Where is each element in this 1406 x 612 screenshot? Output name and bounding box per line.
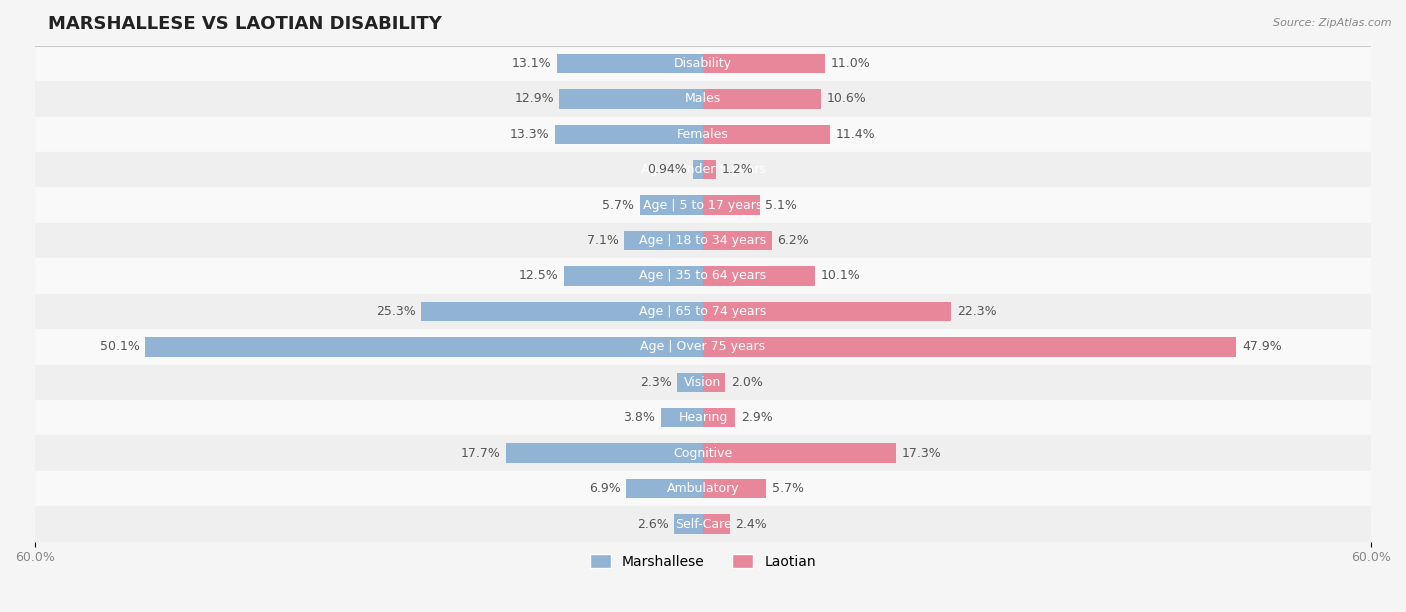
Text: 5.7%: 5.7% [772, 482, 804, 495]
Bar [703, 337, 1236, 357]
Bar [145, 337, 703, 357]
Bar [557, 54, 703, 73]
Text: Hearing: Hearing [678, 411, 728, 424]
Text: 3.8%: 3.8% [623, 411, 655, 424]
Text: 12.9%: 12.9% [515, 92, 554, 105]
Bar [673, 514, 703, 534]
Text: Age | Under 5 years: Age | Under 5 years [641, 163, 765, 176]
Text: Females: Females [678, 128, 728, 141]
Bar [35, 365, 1371, 400]
Bar [703, 408, 735, 428]
Text: Age | 35 to 64 years: Age | 35 to 64 years [640, 269, 766, 283]
Bar [703, 124, 830, 144]
Text: 50.1%: 50.1% [100, 340, 139, 353]
Text: Ambulatory: Ambulatory [666, 482, 740, 495]
Text: 6.9%: 6.9% [589, 482, 620, 495]
Text: 10.6%: 10.6% [827, 92, 866, 105]
Bar [624, 231, 703, 250]
Bar [693, 160, 703, 179]
Bar [35, 81, 1371, 116]
Bar [626, 479, 703, 498]
Text: Self-Care: Self-Care [675, 518, 731, 531]
Text: 7.1%: 7.1% [586, 234, 619, 247]
Text: Age | 65 to 74 years: Age | 65 to 74 years [640, 305, 766, 318]
Bar [640, 195, 703, 215]
Bar [506, 444, 703, 463]
Bar [35, 436, 1371, 471]
Text: 17.3%: 17.3% [901, 447, 941, 460]
Bar [422, 302, 703, 321]
Text: 2.3%: 2.3% [640, 376, 672, 389]
Bar [703, 444, 896, 463]
Bar [560, 89, 703, 108]
Text: 11.4%: 11.4% [835, 128, 875, 141]
Text: MARSHALLESE VS LAOTIAN DISABILITY: MARSHALLESE VS LAOTIAN DISABILITY [48, 15, 441, 33]
Text: 0.94%: 0.94% [647, 163, 688, 176]
Bar [703, 373, 725, 392]
Bar [703, 514, 730, 534]
Bar [564, 266, 703, 286]
Text: 10.1%: 10.1% [821, 269, 860, 283]
Text: Vision: Vision [685, 376, 721, 389]
Bar [703, 302, 952, 321]
Text: 1.2%: 1.2% [721, 163, 754, 176]
Text: 5.1%: 5.1% [765, 199, 797, 212]
Bar [703, 231, 772, 250]
Bar [35, 258, 1371, 294]
Text: 6.2%: 6.2% [778, 234, 810, 247]
Bar [35, 187, 1371, 223]
Bar [661, 408, 703, 428]
Text: Males: Males [685, 92, 721, 105]
Text: 5.7%: 5.7% [602, 199, 634, 212]
Bar [35, 116, 1371, 152]
Text: 2.6%: 2.6% [637, 518, 668, 531]
Bar [35, 294, 1371, 329]
Text: 13.1%: 13.1% [512, 57, 551, 70]
Bar [35, 506, 1371, 542]
Text: 2.4%: 2.4% [735, 518, 768, 531]
Bar [555, 124, 703, 144]
Bar [703, 54, 825, 73]
Text: Age | 5 to 17 years: Age | 5 to 17 years [644, 199, 762, 212]
Text: 17.7%: 17.7% [461, 447, 501, 460]
Text: Age | Over 75 years: Age | Over 75 years [641, 340, 765, 353]
Text: 13.3%: 13.3% [510, 128, 550, 141]
Bar [678, 373, 703, 392]
Text: 2.0%: 2.0% [731, 376, 762, 389]
Text: 12.5%: 12.5% [519, 269, 558, 283]
Text: 11.0%: 11.0% [831, 57, 870, 70]
Text: Age | 18 to 34 years: Age | 18 to 34 years [640, 234, 766, 247]
Bar [703, 266, 815, 286]
Text: Source: ZipAtlas.com: Source: ZipAtlas.com [1274, 18, 1392, 28]
Bar [703, 195, 759, 215]
Bar [35, 400, 1371, 436]
Text: Cognitive: Cognitive [673, 447, 733, 460]
Bar [35, 329, 1371, 365]
Bar [35, 46, 1371, 81]
Bar [35, 471, 1371, 506]
Text: Disability: Disability [673, 57, 733, 70]
Bar [35, 152, 1371, 187]
Bar [703, 479, 766, 498]
Bar [703, 160, 717, 179]
Legend: Marshallese, Laotian: Marshallese, Laotian [585, 548, 821, 575]
Text: 47.9%: 47.9% [1241, 340, 1282, 353]
Text: 22.3%: 22.3% [957, 305, 997, 318]
Bar [35, 223, 1371, 258]
Bar [703, 89, 821, 108]
Text: 2.9%: 2.9% [741, 411, 773, 424]
Text: 25.3%: 25.3% [375, 305, 416, 318]
